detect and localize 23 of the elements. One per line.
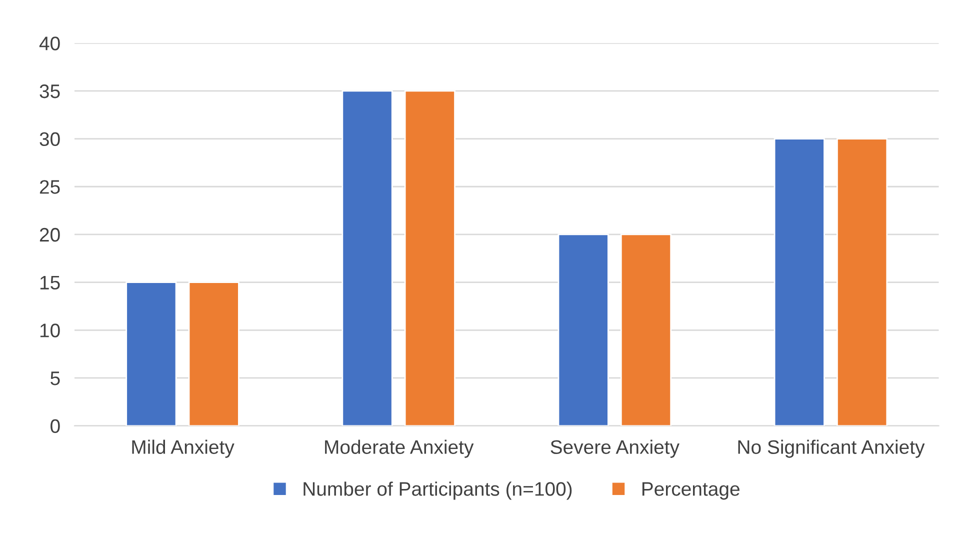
bar	[620, 234, 672, 426]
y-tick-label: 15	[40, 276, 60, 290]
bar	[404, 90, 456, 426]
y-tick-label: 25	[40, 180, 60, 194]
y-tick-label: 35	[40, 84, 60, 98]
bar	[558, 234, 609, 426]
x-tick-label: Mild Anxiety	[132, 440, 234, 458]
x-tick-label: Severe Anxiety	[550, 440, 680, 458]
y-tick-label: 40	[39, 36, 60, 50]
y-tick-label: 0	[50, 419, 60, 434]
bar	[774, 138, 825, 426]
bar	[188, 282, 240, 426]
legend-label: Number of Participants (n=100)	[304, 482, 572, 500]
bar	[126, 282, 177, 426]
y-tick-label: 5	[50, 372, 60, 386]
x-tick-label: Moderate Anxiety	[325, 440, 474, 458]
y-tick-label: 30	[40, 132, 60, 146]
bar	[836, 138, 888, 426]
legend-label: Percentage	[642, 482, 740, 500]
bar	[342, 90, 393, 426]
y-tick-label: 20	[40, 228, 60, 242]
y-tick-label: 10	[40, 324, 60, 338]
x-tick-label: No Significant Anxiety	[738, 440, 925, 458]
